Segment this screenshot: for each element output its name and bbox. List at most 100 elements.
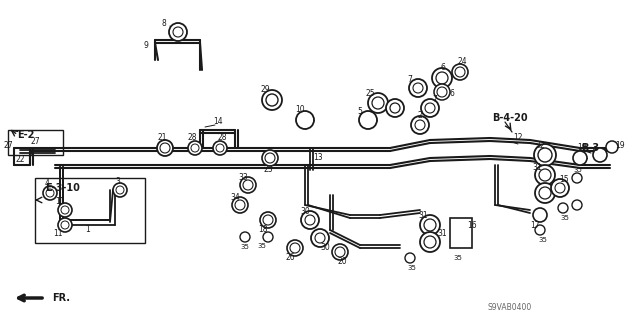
Circle shape bbox=[243, 180, 253, 190]
Text: 11: 11 bbox=[55, 197, 65, 206]
Text: 30: 30 bbox=[320, 243, 330, 253]
Text: B-4-20: B-4-20 bbox=[492, 113, 528, 123]
Circle shape bbox=[311, 229, 329, 247]
Circle shape bbox=[260, 212, 276, 228]
Text: 20: 20 bbox=[337, 257, 347, 266]
Circle shape bbox=[539, 169, 551, 181]
Text: 8: 8 bbox=[162, 19, 166, 27]
Text: 14: 14 bbox=[213, 117, 223, 127]
Circle shape bbox=[263, 232, 273, 242]
Text: 27: 27 bbox=[3, 140, 13, 150]
Text: 9: 9 bbox=[143, 41, 148, 49]
Circle shape bbox=[296, 111, 314, 129]
Circle shape bbox=[436, 72, 448, 84]
Text: 35: 35 bbox=[561, 215, 570, 221]
Circle shape bbox=[390, 103, 400, 113]
Text: 2: 2 bbox=[418, 110, 422, 120]
Text: 6: 6 bbox=[449, 88, 454, 98]
Circle shape bbox=[61, 221, 69, 229]
Circle shape bbox=[263, 215, 273, 225]
Circle shape bbox=[437, 87, 447, 97]
Circle shape bbox=[335, 247, 345, 257]
Text: B-3: B-3 bbox=[581, 143, 599, 153]
Text: 35: 35 bbox=[573, 167, 582, 173]
Text: 6: 6 bbox=[440, 63, 445, 72]
Circle shape bbox=[415, 120, 425, 130]
Circle shape bbox=[116, 186, 124, 194]
Circle shape bbox=[290, 243, 300, 253]
Circle shape bbox=[359, 111, 377, 129]
Circle shape bbox=[58, 203, 72, 217]
Circle shape bbox=[216, 144, 224, 152]
Text: 13: 13 bbox=[313, 153, 323, 162]
Circle shape bbox=[572, 173, 582, 183]
Circle shape bbox=[58, 218, 72, 232]
Circle shape bbox=[538, 148, 552, 162]
Circle shape bbox=[533, 208, 547, 222]
Text: 31: 31 bbox=[532, 164, 542, 173]
Circle shape bbox=[160, 143, 170, 153]
Circle shape bbox=[173, 27, 183, 37]
Text: 31: 31 bbox=[437, 229, 447, 239]
Circle shape bbox=[551, 179, 569, 197]
Circle shape bbox=[372, 97, 384, 109]
Circle shape bbox=[535, 183, 555, 203]
Circle shape bbox=[235, 200, 245, 210]
Circle shape bbox=[240, 177, 256, 193]
Circle shape bbox=[434, 84, 450, 100]
Circle shape bbox=[572, 200, 582, 210]
Circle shape bbox=[301, 211, 319, 229]
Circle shape bbox=[535, 165, 555, 185]
Circle shape bbox=[425, 103, 435, 113]
Text: 34: 34 bbox=[230, 192, 240, 202]
Circle shape bbox=[232, 197, 248, 213]
Text: 5: 5 bbox=[358, 107, 362, 115]
Text: 28: 28 bbox=[188, 133, 196, 143]
Circle shape bbox=[61, 206, 69, 214]
Circle shape bbox=[287, 240, 303, 256]
Circle shape bbox=[606, 141, 618, 153]
Text: 23: 23 bbox=[263, 166, 273, 174]
Circle shape bbox=[46, 189, 54, 197]
Circle shape bbox=[411, 116, 429, 134]
Bar bbox=[35, 178, 145, 243]
Circle shape bbox=[332, 244, 348, 260]
Circle shape bbox=[305, 215, 315, 225]
Circle shape bbox=[539, 187, 551, 199]
Text: 21: 21 bbox=[157, 133, 167, 143]
Circle shape bbox=[593, 148, 607, 162]
Text: 7: 7 bbox=[433, 95, 437, 105]
Text: FR.: FR. bbox=[52, 293, 70, 303]
Text: 22: 22 bbox=[15, 155, 25, 165]
Text: 3: 3 bbox=[116, 177, 120, 187]
Circle shape bbox=[368, 93, 388, 113]
Circle shape bbox=[555, 183, 565, 193]
Circle shape bbox=[113, 183, 127, 197]
Text: 25: 25 bbox=[365, 88, 375, 98]
Circle shape bbox=[573, 151, 587, 165]
Text: 7: 7 bbox=[408, 75, 412, 84]
Circle shape bbox=[424, 219, 436, 231]
Text: E-2: E-2 bbox=[17, 130, 35, 140]
Text: 35: 35 bbox=[454, 255, 463, 261]
Circle shape bbox=[266, 94, 278, 106]
Text: 1: 1 bbox=[86, 226, 90, 234]
Bar bbox=[8, 130, 63, 155]
Text: 30: 30 bbox=[300, 207, 310, 217]
Circle shape bbox=[240, 232, 250, 242]
Text: 29: 29 bbox=[260, 85, 270, 94]
Text: 31: 31 bbox=[418, 211, 428, 219]
Circle shape bbox=[188, 141, 202, 155]
Circle shape bbox=[455, 67, 465, 77]
Circle shape bbox=[413, 83, 423, 93]
Text: 15: 15 bbox=[559, 175, 569, 184]
Text: 35: 35 bbox=[539, 237, 547, 243]
Circle shape bbox=[262, 150, 278, 166]
Text: 35: 35 bbox=[408, 265, 417, 271]
Circle shape bbox=[157, 140, 173, 156]
Circle shape bbox=[432, 68, 452, 88]
Circle shape bbox=[420, 232, 440, 252]
Circle shape bbox=[213, 141, 227, 155]
Circle shape bbox=[424, 236, 436, 248]
Circle shape bbox=[452, 64, 468, 80]
